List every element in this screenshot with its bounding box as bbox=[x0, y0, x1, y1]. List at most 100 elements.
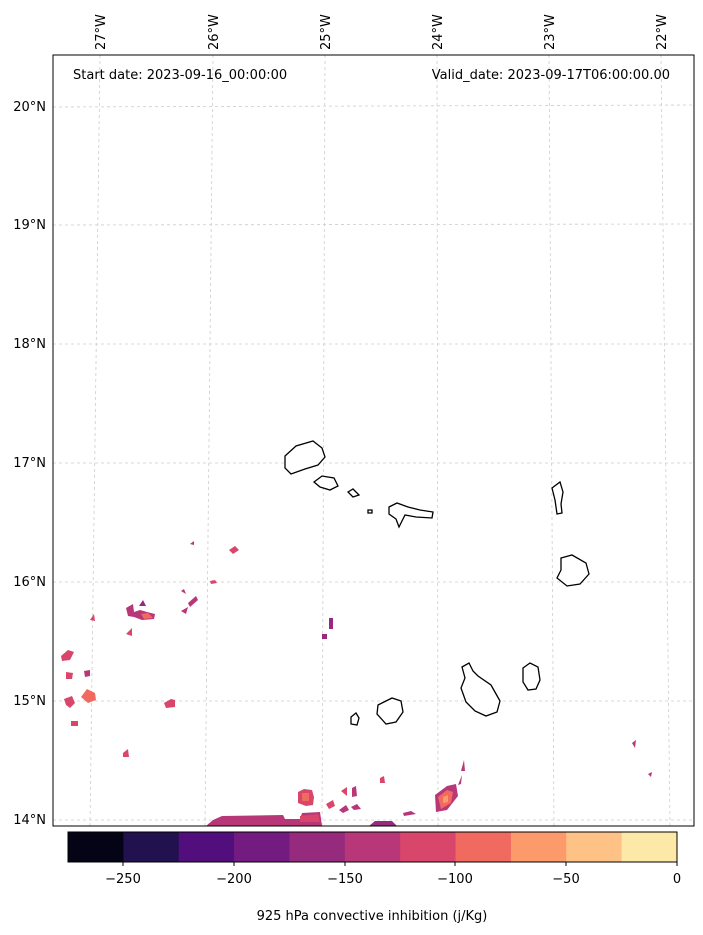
island-maio bbox=[522, 662, 541, 691]
colorbar-tick-label: −250 bbox=[105, 872, 141, 887]
cin-patch bbox=[326, 800, 335, 809]
island-fogo bbox=[376, 697, 404, 725]
cin-patch bbox=[302, 793, 309, 801]
map-area: Start date: 2023-09-16_00:00:00 Valid_da… bbox=[52, 54, 695, 827]
cin-patch bbox=[210, 580, 217, 584]
colorbar-swatch bbox=[234, 832, 290, 862]
island-brava bbox=[350, 712, 360, 726]
colorbar-tick-label: −200 bbox=[216, 872, 252, 887]
lon-label: 22°W bbox=[655, 14, 670, 50]
colorbar-frame bbox=[67, 831, 678, 863]
lon-label: 23°W bbox=[543, 14, 558, 50]
cin-patch bbox=[181, 607, 188, 614]
cin-patch bbox=[329, 618, 333, 629]
cin-patch bbox=[443, 795, 448, 803]
colorbar-ticks: −250 −200 −150 −100 −50 0 bbox=[105, 862, 681, 887]
cin-patch bbox=[190, 541, 194, 545]
cin-patch bbox=[81, 689, 96, 703]
cin-patch bbox=[341, 787, 347, 796]
lat-label: 16°N bbox=[13, 575, 46, 590]
lat-label: 20°N bbox=[13, 100, 46, 115]
cin-patch bbox=[61, 650, 74, 661]
cin-patch bbox=[229, 546, 239, 554]
colorbar-swatch bbox=[400, 832, 457, 862]
colorbar-tick-label: −150 bbox=[327, 872, 363, 887]
cin-patch bbox=[352, 786, 357, 797]
valid-date-label: Valid_date: 2023-09-17T06:00:00.00 bbox=[432, 68, 670, 83]
cin-patch bbox=[181, 589, 186, 594]
gridline-lon bbox=[548, 54, 555, 827]
colorbar-swatch bbox=[344, 832, 401, 862]
colorbar: −250 −200 −150 −100 −50 0 925 hPa convec… bbox=[67, 831, 681, 924]
colorbar-swatches bbox=[68, 832, 678, 862]
cin-patch bbox=[300, 814, 320, 822]
island-sal bbox=[551, 480, 564, 515]
island-sao-vicente bbox=[312, 475, 339, 491]
graticule bbox=[52, 54, 695, 827]
island-branco bbox=[367, 509, 373, 514]
island-sao-nicolau bbox=[388, 502, 434, 529]
cin-patch bbox=[461, 760, 465, 771]
cin-patch bbox=[380, 776, 385, 783]
gridline-lon bbox=[436, 54, 439, 827]
cin-patch bbox=[322, 634, 327, 639]
cin-patch bbox=[351, 804, 361, 810]
lon-label: 26°W bbox=[207, 14, 222, 50]
cin-patch bbox=[71, 721, 78, 726]
lat-label: 14°N bbox=[13, 813, 46, 828]
lat-label: 19°N bbox=[13, 218, 46, 233]
colorbar-swatch bbox=[178, 832, 235, 862]
map-frame bbox=[52, 54, 695, 827]
gridline-lat bbox=[52, 223, 695, 226]
lon-label: 25°W bbox=[319, 14, 334, 50]
cin-patch bbox=[139, 600, 146, 606]
cin-patch bbox=[123, 749, 129, 757]
gridline-lon bbox=[660, 54, 671, 827]
lon-label: 27°W bbox=[94, 14, 109, 50]
lon-label: 24°W bbox=[431, 14, 446, 50]
coastlines bbox=[284, 440, 590, 726]
colorbar-label: 925 hPa convective inhibition (j/Kg) bbox=[257, 909, 488, 924]
island-santa-luzia bbox=[346, 488, 361, 498]
cin-patch bbox=[648, 772, 652, 777]
colorbar-swatch bbox=[621, 832, 678, 862]
colorbar-swatch bbox=[289, 832, 346, 862]
lat-axis-labels: 20°N 19°N 18°N 17°N 16°N 15°N 14°N bbox=[13, 100, 46, 828]
cin-patch bbox=[64, 696, 75, 708]
colorbar-tick-label: −50 bbox=[552, 872, 579, 887]
cin-patch bbox=[126, 628, 132, 636]
cin-patch bbox=[164, 699, 175, 708]
cin-patch bbox=[90, 614, 95, 621]
cin-patch bbox=[632, 740, 636, 748]
island-boa-vista bbox=[556, 554, 590, 587]
cin-patch bbox=[188, 596, 198, 607]
cin-patch bbox=[141, 613, 153, 619]
colorbar-tick-label: −100 bbox=[437, 872, 473, 887]
cin-patch bbox=[458, 775, 462, 785]
cin-patch bbox=[403, 811, 416, 816]
gridline-lon bbox=[89, 54, 101, 827]
colorbar-swatch bbox=[123, 832, 180, 862]
cin-patch bbox=[84, 670, 90, 677]
colorbar-swatch bbox=[566, 832, 623, 862]
cin-patch bbox=[66, 672, 73, 679]
lat-label: 15°N bbox=[13, 694, 46, 709]
start-date-label: Start date: 2023-09-16_00:00:00 bbox=[73, 68, 287, 83]
island-santo-antao bbox=[284, 440, 326, 475]
gridline-lon bbox=[321, 54, 326, 827]
cin-patch bbox=[206, 812, 322, 826]
cin-patch bbox=[339, 805, 349, 813]
gridline-lon bbox=[204, 54, 214, 827]
colorbar-swatch bbox=[455, 832, 512, 862]
lat-label: 17°N bbox=[13, 456, 46, 471]
lat-label: 18°N bbox=[13, 337, 46, 352]
lon-axis-labels: 27°W 26°W 25°W 24°W 23°W 22°W bbox=[94, 14, 670, 50]
colorbar-swatch bbox=[68, 832, 124, 862]
island-santiago bbox=[460, 662, 501, 717]
cin-patch bbox=[369, 821, 397, 826]
colorbar-tick-label: 0 bbox=[673, 872, 681, 887]
cin-field bbox=[61, 541, 652, 826]
gridline-lat bbox=[52, 104, 695, 108]
colorbar-swatch bbox=[510, 832, 567, 862]
